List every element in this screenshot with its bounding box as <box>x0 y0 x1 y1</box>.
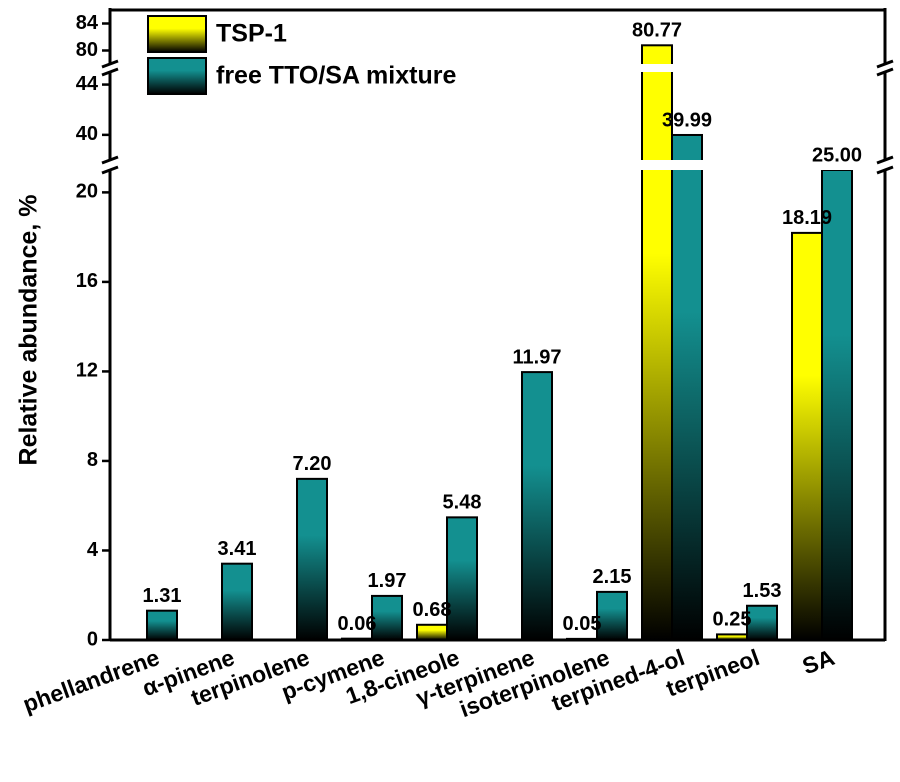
value-label: 80.77 <box>632 20 682 42</box>
value-label: 0.05 <box>563 613 602 635</box>
bar <box>596 590 628 642</box>
bar <box>746 604 778 641</box>
bar <box>446 516 478 641</box>
y-tick-label: 40 <box>76 123 98 145</box>
value-label: 7.20 <box>293 453 332 475</box>
bar <box>821 169 853 641</box>
bar <box>221 562 253 642</box>
y-tick-label: 44 <box>76 73 99 95</box>
y-tick-label: 4 <box>87 539 99 561</box>
bar <box>791 231 823 641</box>
value-label: 1.53 <box>743 580 782 602</box>
x-tick-label: SA <box>799 644 838 679</box>
value-label: 2.15 <box>593 566 632 588</box>
y-axis-title: Relative abundance, % <box>15 195 43 466</box>
y-tick-label: 80 <box>76 39 98 61</box>
value-label: 18.19 <box>782 207 832 229</box>
bar <box>671 133 703 642</box>
y-tick-label: 12 <box>76 360 98 382</box>
y-tick-label: 8 <box>87 449 98 471</box>
value-label: 0.68 <box>413 599 452 621</box>
value-label: 25.00 <box>812 144 862 166</box>
axis-break-gap <box>102 64 893 72</box>
value-label: 39.99 <box>662 109 712 131</box>
value-label: 11.97 <box>513 346 562 368</box>
value-label: 1.97 <box>368 570 407 592</box>
bar <box>371 594 403 642</box>
axis-break-gap <box>102 160 893 170</box>
bar <box>521 371 553 641</box>
y-tick-label: 20 <box>76 181 98 203</box>
y-tick-label: 16 <box>76 270 98 292</box>
bar <box>146 609 178 642</box>
y-tick-label: 84 <box>76 12 99 34</box>
legend-swatch <box>147 15 207 53</box>
bar <box>416 623 448 641</box>
value-label: 0.25 <box>713 609 752 631</box>
value-label: 5.48 <box>443 492 482 514</box>
value-label: 1.31 <box>143 585 182 607</box>
legend-label: free TTO/SA mixture <box>216 62 456 90</box>
value-label: 3.41 <box>218 538 257 560</box>
value-label: 0.06 <box>338 613 377 635</box>
bar <box>296 477 328 641</box>
bar <box>641 44 673 642</box>
legend-label: TSP-1 <box>216 20 287 48</box>
legend-swatch <box>147 57 207 95</box>
y-tick-label: 0 <box>87 628 98 650</box>
